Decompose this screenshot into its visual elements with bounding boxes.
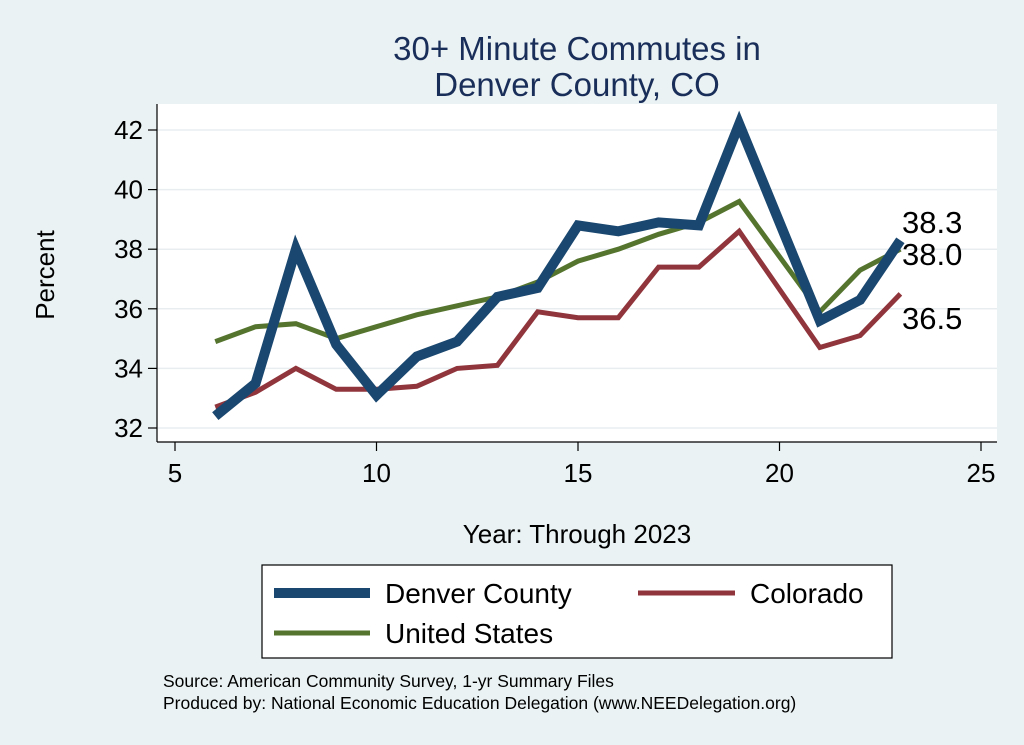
series-lines: [212, 110, 905, 420]
legend-label-denver-county: Denver County: [385, 578, 572, 609]
series-line-denver-county: [212, 110, 905, 420]
y-tick-label-38: 38: [114, 234, 143, 264]
axes: 32 34 36 38 40 42 5 10 15 20 25: [114, 104, 997, 488]
end-label-united-states: 38.0: [902, 237, 962, 272]
y-tick-label-36: 36: [114, 294, 143, 324]
y-tick-label-34: 34: [114, 353, 143, 383]
x-axis-title: Year: Through 2023: [463, 519, 691, 549]
x-tick-label-25: 25: [967, 458, 996, 488]
end-label-denver-county: 38.3: [902, 205, 962, 240]
legend-label-colorado: Colorado: [750, 578, 864, 609]
legend: Denver County Colorado United States: [261, 564, 893, 659]
plot-area: [157, 104, 997, 442]
source-note: Source: American Community Survey, 1-yr …: [163, 671, 614, 691]
producer-note: Produced by: National Economic Education…: [163, 693, 796, 713]
chart-title-line-1: 30+ Minute Commutes in: [393, 30, 761, 67]
y-tick-label-32: 32: [114, 413, 143, 443]
x-tick-label-5: 5: [168, 458, 182, 488]
legend-box: [261, 564, 893, 659]
y-axis-title: Percent: [30, 229, 60, 319]
x-tick-label-20: 20: [765, 458, 794, 488]
x-tick-label-10: 10: [362, 458, 391, 488]
legend-label-united-states: United States: [385, 618, 553, 649]
y-tick-label-40: 40: [114, 175, 143, 205]
end-labels: 38.3 36.5 38.0: [902, 205, 962, 336]
chart-title-line-2: Denver County, CO: [434, 66, 720, 103]
x-tick-label-15: 15: [564, 458, 593, 488]
y-tick-label-42: 42: [114, 115, 143, 145]
series-line-colorado: [214, 227, 903, 410]
end-label-colorado: 36.5: [902, 301, 962, 336]
